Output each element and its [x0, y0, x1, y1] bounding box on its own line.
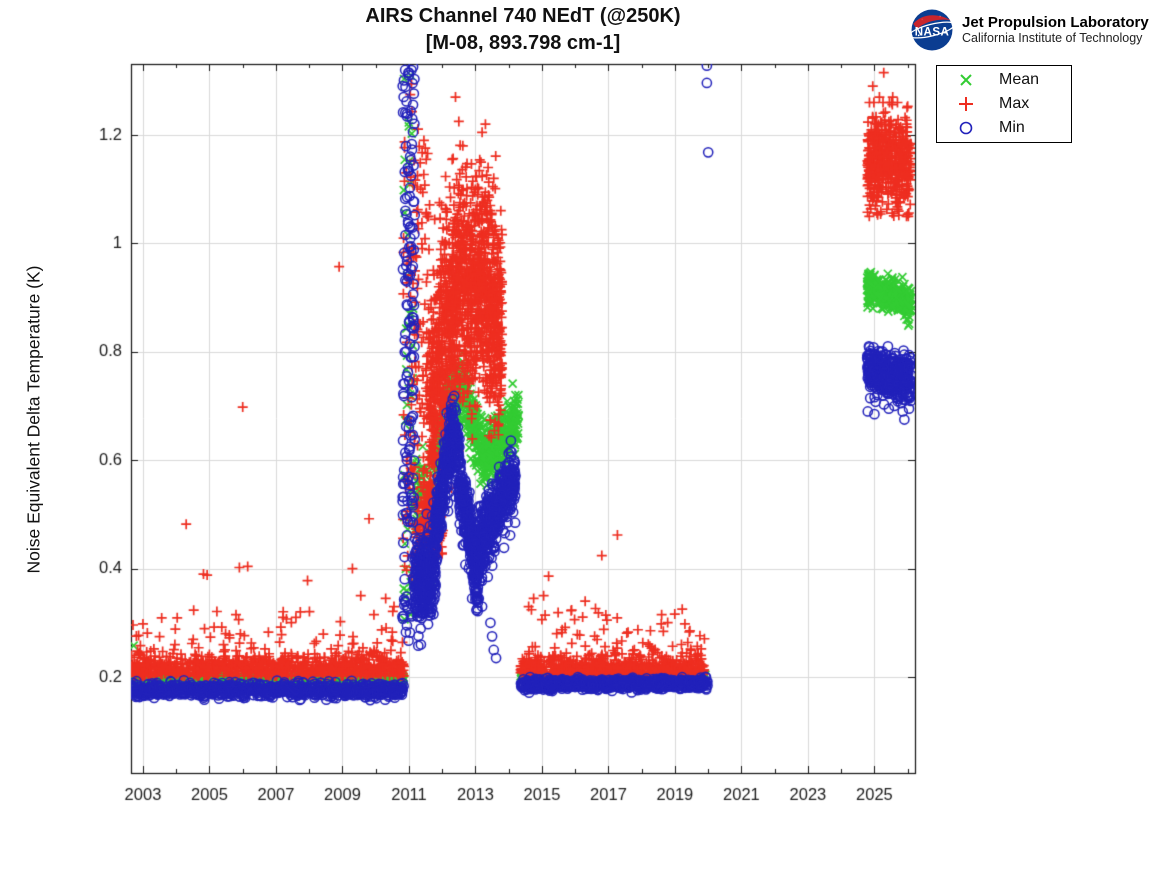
chart-title: AIRS Channel 740 NEdT (@250K) — [365, 5, 681, 27]
legend-label-max: Max — [999, 95, 1030, 112]
legend-box: Mean Max Min — [936, 65, 1072, 143]
mean-x-marker-icon — [960, 74, 972, 86]
y-axis-label: Noise Equivalent Delta Temperature (K) — [23, 265, 44, 574]
max-plus-marker-icon — [959, 97, 973, 111]
jpl-logo-text: Jet Propulsion Laboratory California Ins… — [962, 14, 1149, 46]
chart-title-block: AIRS Channel 740 NEdT (@250K) [M-08, 893… — [131, 3, 915, 57]
legend-label-mean: Mean — [999, 71, 1040, 88]
caltech-name: California Institute of Technology — [962, 31, 1143, 45]
legend-row-min: Min — [937, 116, 1071, 140]
min-circle-marker-icon — [959, 121, 973, 135]
legend-label-min: Min — [999, 119, 1025, 136]
nasa-meatball-icon: NASA — [908, 9, 956, 51]
svg-text:NASA: NASA — [915, 26, 950, 38]
chart-subtitle: [M-08, 893.798 cm-1] — [425, 32, 621, 54]
legend-row-mean: Mean — [937, 68, 1071, 92]
jpl-name: Jet Propulsion Laboratory — [962, 14, 1149, 31]
jpl-logo: NASA Jet Propulsion Laboratory Californi… — [908, 6, 1149, 54]
legend-row-max: Max — [937, 92, 1071, 116]
